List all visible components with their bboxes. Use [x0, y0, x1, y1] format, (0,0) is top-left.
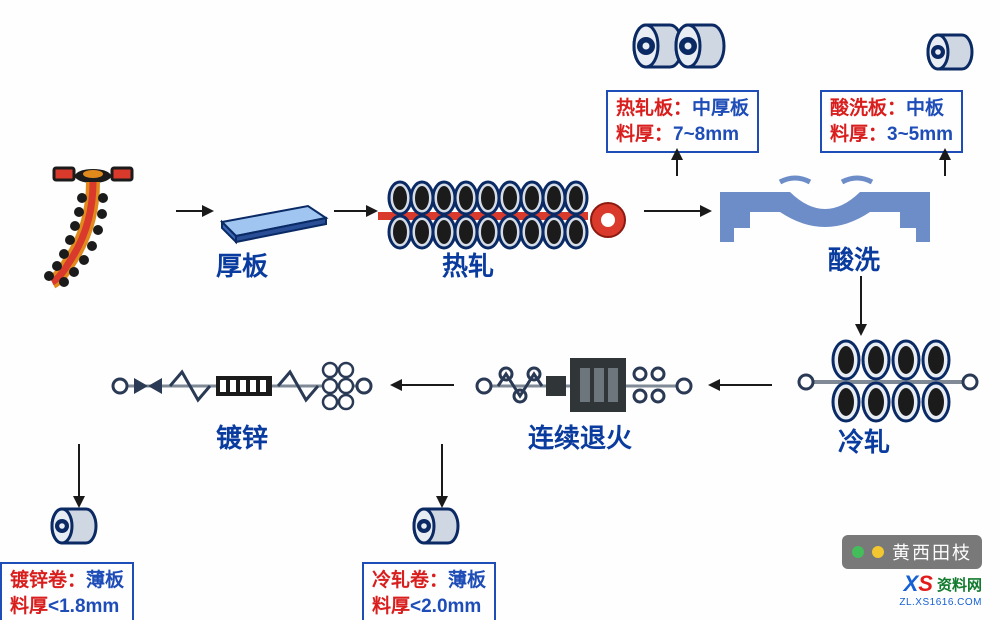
arrow-anneal-galv	[400, 384, 454, 386]
label-hotroll: 热轧	[442, 246, 494, 283]
arrow-hotroll-pickle	[644, 210, 702, 212]
arrow-slab-hotroll	[334, 210, 368, 212]
info-box-galv: 镀锌卷：薄板 料厚<1.8mm	[0, 562, 134, 620]
label-coldroll: 冷轧	[838, 422, 890, 459]
arrow-cold-out	[441, 444, 443, 498]
stage-coldroll	[798, 338, 978, 424]
info-box-hot: 热轧板：中厚板 料厚：7~8mm	[606, 90, 759, 153]
watermark-logo: XS 资料网	[904, 571, 982, 597]
stage-pickle	[720, 172, 930, 244]
arrow-pour-slab	[176, 210, 204, 212]
coil-icon-hot	[628, 18, 728, 83]
arrow-galv-out	[78, 444, 80, 498]
watermark: 黄西田枝 XS 资料网 ZL.XS1616.COM	[842, 535, 982, 608]
stage-slab	[214, 188, 334, 244]
arrow-pick-out	[944, 158, 946, 176]
info-box-pick: 酸洗板：中板 料厚：3~5mm	[820, 90, 963, 153]
coil-icon-pick	[922, 30, 982, 83]
info-box-cold: 冷轧卷：薄板 料厚<2.0mm	[362, 562, 496, 620]
label-anneal: 连续退火	[528, 418, 632, 455]
arrow-coldroll-anneal	[718, 384, 772, 386]
arrow-hot-out	[676, 158, 678, 176]
arrow-pickle-coldroll	[860, 276, 862, 326]
label-pickle: 酸洗	[828, 240, 880, 277]
watermark-badge: 黄西田枝	[842, 535, 982, 569]
coil-icon-galv	[46, 504, 106, 557]
stage-galv	[112, 350, 372, 420]
stage-anneal	[476, 350, 692, 420]
stage-pour	[40, 168, 170, 294]
label-galv: 镀锌	[216, 418, 268, 455]
label-slab: 厚板	[216, 246, 268, 283]
watermark-url: ZL.XS1616.COM	[899, 597, 982, 608]
stage-hotroll	[378, 174, 628, 250]
coil-icon-cold	[408, 504, 468, 557]
